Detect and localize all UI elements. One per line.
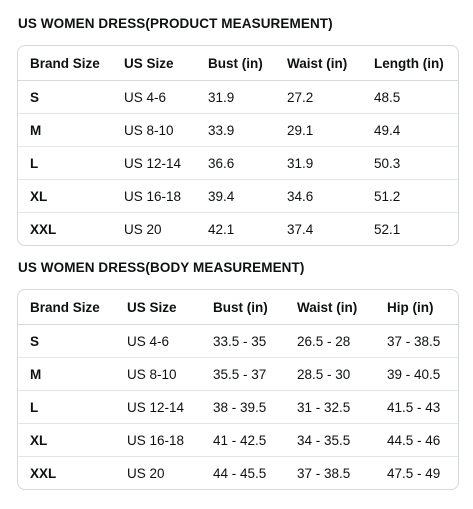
body-measurement-title: US WOMEN DRESS(BODY MEASUREMENT) [18,260,305,275]
us-size-cell: US 8-10 [112,113,196,147]
column-header: Hip (in) [375,290,458,325]
column-header: Waist (in) [275,46,362,81]
table-header-row: Brand Size US Size Bust (in) Waist (in) … [18,290,458,325]
bust-cell: 33.5 - 35 [201,324,285,358]
bust-cell: 44 - 45.5 [201,456,285,489]
table-row: S US 4-6 31.9 27.2 48.5 [18,80,458,114]
us-size-cell: US 12-14 [112,146,196,180]
waist-cell: 34.6 [275,179,362,213]
length-cell: 51.2 [362,179,458,213]
column-header: Brand Size [18,46,112,81]
length-cell: 50.3 [362,146,458,180]
bust-cell: 36.6 [196,146,275,180]
brand-size-cell: S [18,80,112,114]
us-size-cell: US 12-14 [115,390,201,424]
brand-size-cell: XL [18,179,112,213]
table-header-row: Brand Size US Size Bust (in) Waist (in) … [18,46,458,81]
column-header: Brand Size [18,290,115,325]
bust-cell: 42.1 [196,212,275,245]
hip-cell: 39 - 40.5 [375,357,458,391]
brand-size-cell: S [18,324,115,358]
us-size-cell: US 4-6 [112,80,196,114]
hip-cell: 41.5 - 43 [375,390,458,424]
table-row: XXL US 20 44 - 45.5 37 - 38.5 47.5 - 49 [18,456,458,489]
column-header: US Size [115,290,201,325]
waist-cell: 37.4 [275,212,362,245]
hip-cell: 37 - 38.5 [375,324,458,358]
table-row: L US 12-14 36.6 31.9 50.3 [18,146,458,180]
length-cell: 49.4 [362,113,458,147]
waist-cell: 28.5 - 30 [285,357,375,391]
brand-size-cell: XXL [18,212,112,245]
waist-cell: 34 - 35.5 [285,423,375,457]
hip-cell: 47.5 - 49 [375,456,458,489]
column-header: Waist (in) [285,290,375,325]
column-header: Bust (in) [196,46,275,81]
waist-cell: 27.2 [275,80,362,114]
bust-cell: 41 - 42.5 [201,423,285,457]
bust-cell: 31.9 [196,80,275,114]
table-row: XL US 16-18 41 - 42.5 34 - 35.5 44.5 - 4… [18,423,458,457]
waist-cell: 37 - 38.5 [285,456,375,489]
body-measurement-table: Brand Size US Size Bust (in) Waist (in) … [17,289,459,490]
table-row: XXL US 20 42.1 37.4 52.1 [18,212,458,245]
length-cell: 52.1 [362,212,458,245]
column-header: US Size [112,46,196,81]
length-cell: 48.5 [362,80,458,114]
us-size-cell: US 20 [115,456,201,489]
us-size-cell: US 20 [112,212,196,245]
us-size-cell: US 4-6 [115,324,201,358]
table-row: XL US 16-18 39.4 34.6 51.2 [18,179,458,213]
table-row: S US 4-6 33.5 - 35 26.5 - 28 37 - 38.5 [18,324,458,358]
brand-size-cell: M [18,357,115,391]
waist-cell: 26.5 - 28 [285,324,375,358]
bust-cell: 38 - 39.5 [201,390,285,424]
column-header: Bust (in) [201,290,285,325]
column-header: Length (in) [362,46,458,81]
brand-size-cell: XXL [18,456,115,489]
brand-size-cell: L [18,390,115,424]
table-row: M US 8-10 35.5 - 37 28.5 - 30 39 - 40.5 [18,357,458,391]
bust-cell: 39.4 [196,179,275,213]
product-measurement-title: US WOMEN DRESS(PRODUCT MEASUREMENT) [18,16,333,31]
product-measurement-table: Brand Size US Size Bust (in) Waist (in) … [17,45,459,246]
us-size-cell: US 16-18 [112,179,196,213]
waist-cell: 31.9 [275,146,362,180]
brand-size-cell: L [18,146,112,180]
table-row: L US 12-14 38 - 39.5 31 - 32.5 41.5 - 43 [18,390,458,424]
brand-size-cell: M [18,113,112,147]
waist-cell: 31 - 32.5 [285,390,375,424]
table-row: M US 8-10 33.9 29.1 49.4 [18,113,458,147]
hip-cell: 44.5 - 46 [375,423,458,457]
us-size-cell: US 16-18 [115,423,201,457]
brand-size-cell: XL [18,423,115,457]
bust-cell: 33.9 [196,113,275,147]
bust-cell: 35.5 - 37 [201,357,285,391]
waist-cell: 29.1 [275,113,362,147]
us-size-cell: US 8-10 [115,357,201,391]
